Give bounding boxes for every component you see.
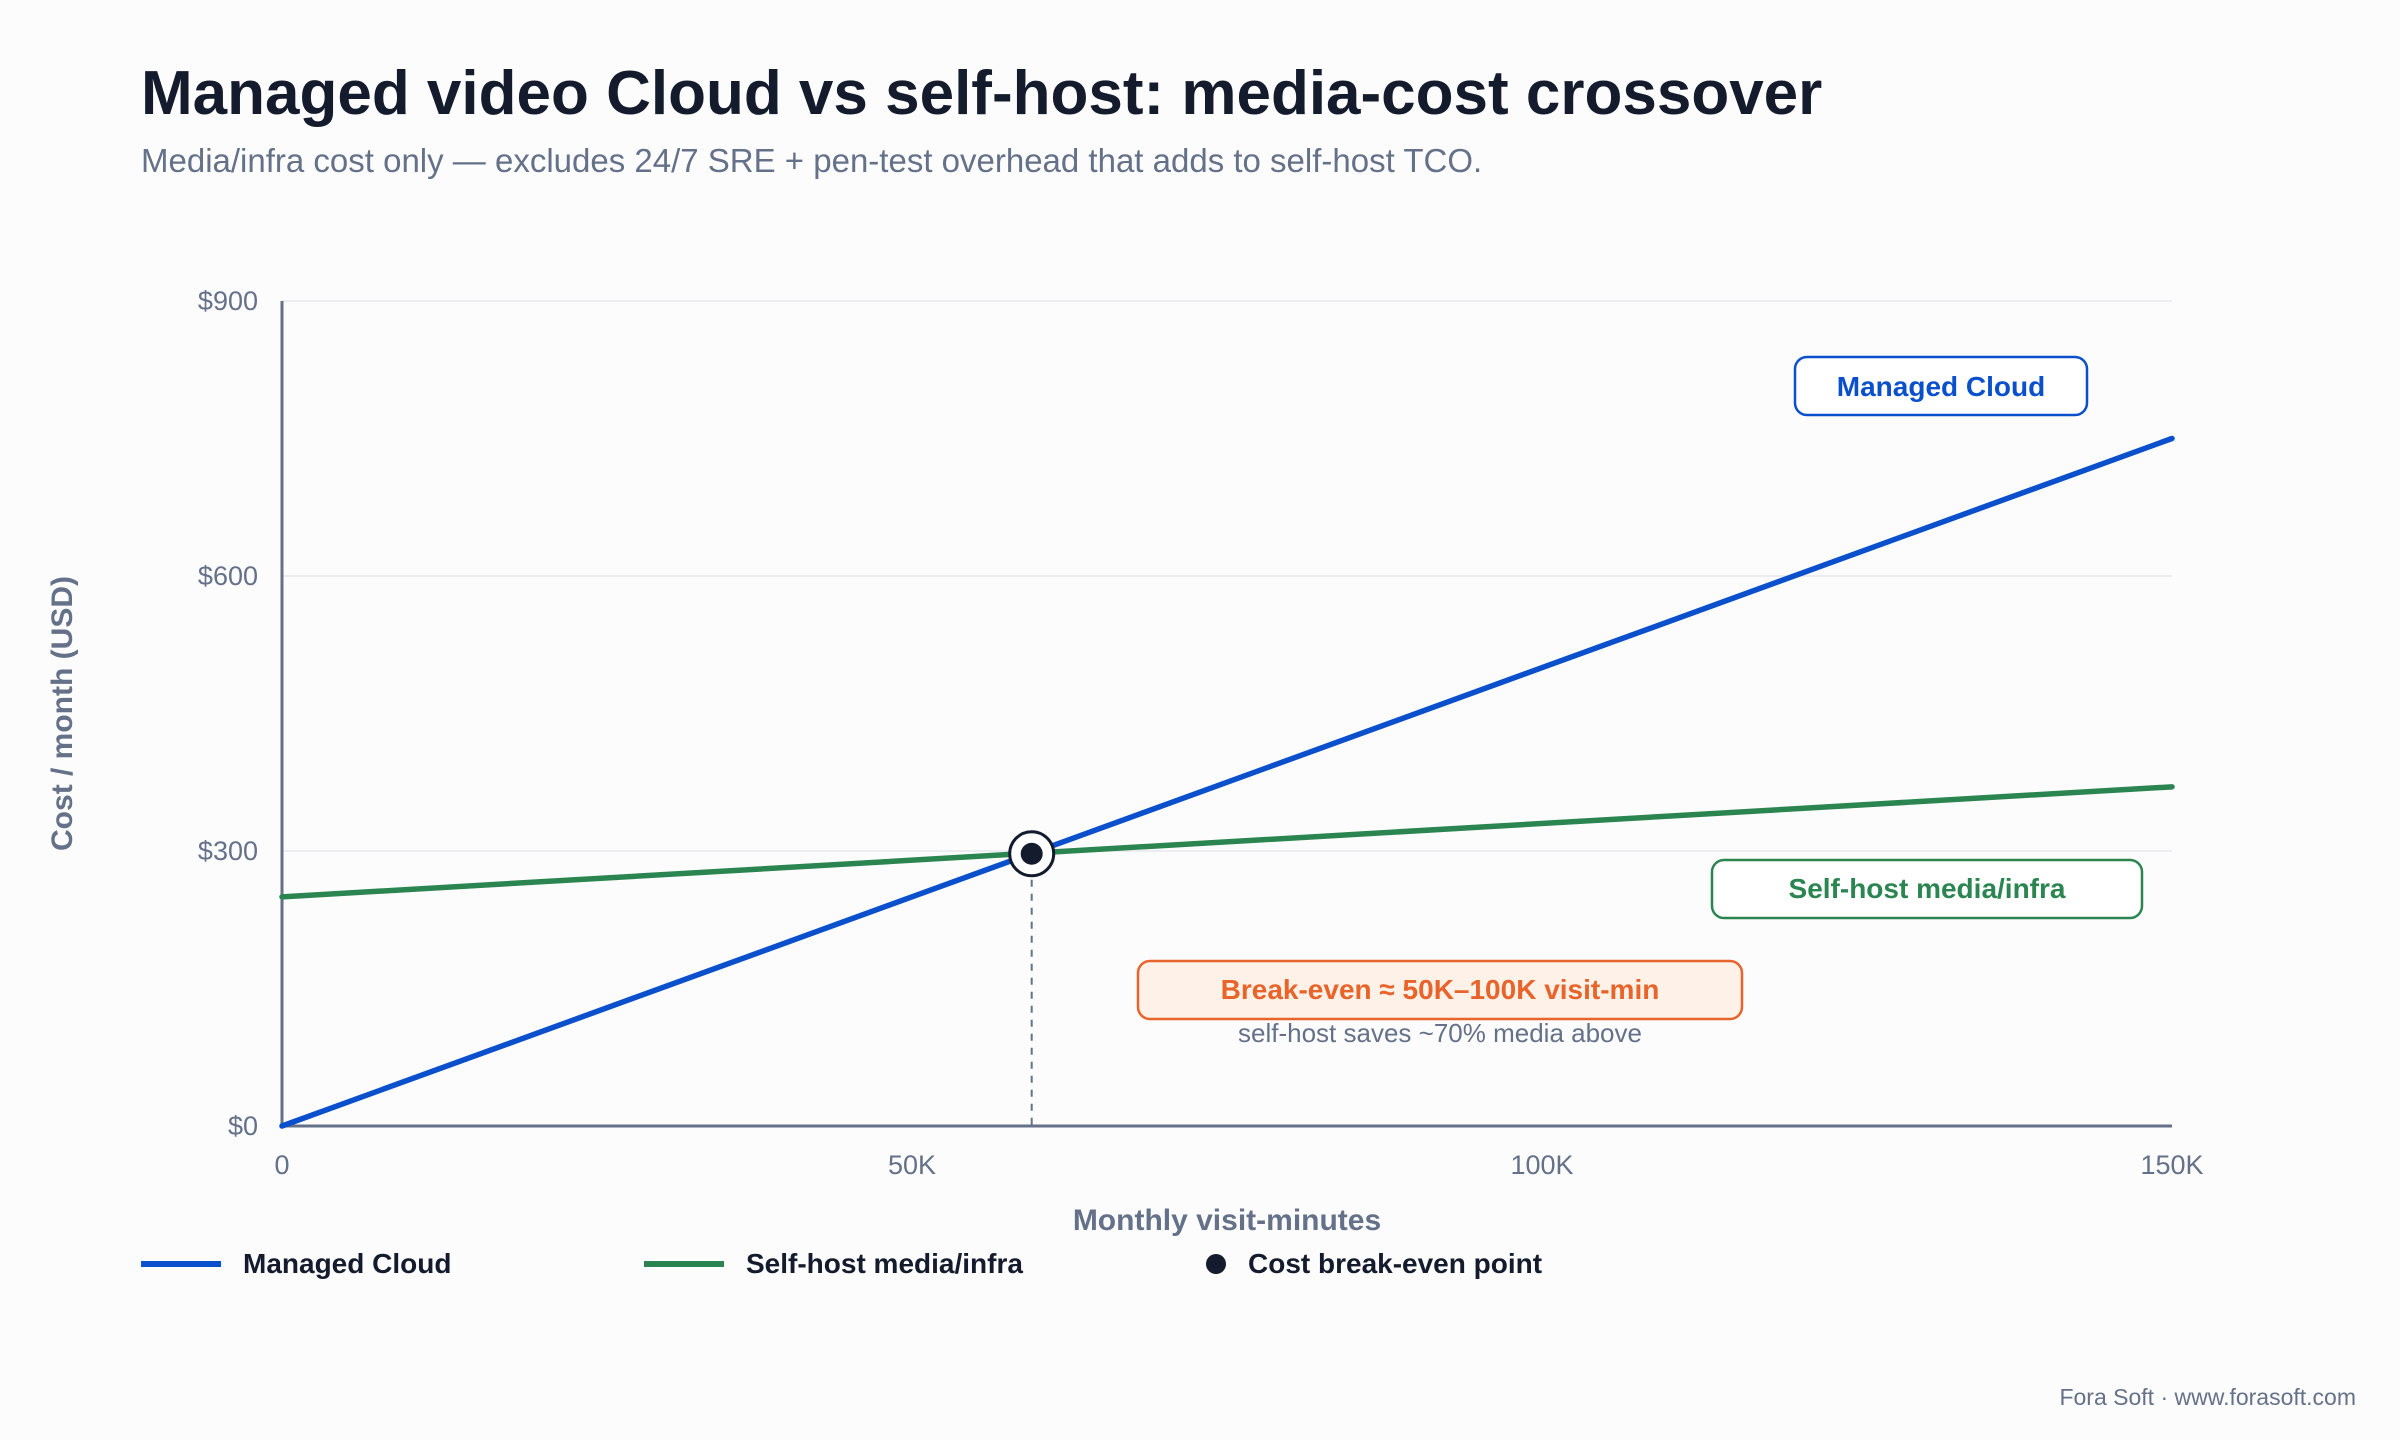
managed-cloud-callout: Managed Cloud — [1793, 355, 2089, 417]
managed-cloud-callout-label: Managed Cloud — [1837, 371, 2045, 402]
legend-item-self-host: Self-host media/infra — [644, 1248, 1206, 1280]
legend-line-self-host — [644, 1261, 724, 1267]
legend: Managed Cloud Self-host media/infra Cost… — [141, 1248, 1542, 1280]
x-tick-label: 50K — [888, 1150, 936, 1180]
y-axis-label: Cost / month (USD) — [46, 576, 79, 851]
y-tick-label: $900 — [198, 286, 258, 316]
legend-line-managed-cloud — [141, 1261, 221, 1267]
series-line-self-host — [279, 784, 2175, 900]
y-tick-label: $300 — [198, 836, 258, 866]
breakeven-callout-label: Break-even ≈ 50K–100K visit-min — [1221, 974, 1660, 1005]
grid-lines — [282, 300, 2172, 852]
y-tick-label: $600 — [198, 561, 258, 591]
legend-label-self-host: Self-host media/infra — [746, 1248, 1023, 1279]
breakeven-note: self-host saves ~70% media above — [1238, 1018, 1642, 1048]
series-line-managed-cloud — [279, 435, 2175, 1129]
legend-item-managed-cloud: Managed Cloud — [141, 1248, 644, 1280]
legend-item-breakeven: Cost break-even point — [1206, 1248, 1542, 1280]
legend-label-breakeven: Cost break-even point — [1248, 1248, 1543, 1279]
footer-credit: Fora Soft · www.forasoft.com — [2059, 1384, 2356, 1410]
page-title: Managed video Cloud vs self-host: media-… — [141, 59, 1823, 128]
page-subtitle: Media/infra cost only — excludes 24/7 SR… — [141, 142, 1483, 179]
self-host-callout-box — [1710, 858, 2144, 920]
legend-label-managed-cloud: Managed Cloud — [243, 1248, 452, 1279]
x-tick-label: 0 — [274, 1150, 289, 1180]
x-tick-label: 100K — [1510, 1150, 1573, 1180]
breakeven-callout: Break-even ≈ 50K–100K visit-min self-hos… — [1136, 959, 1744, 1048]
legend-dot-breakeven — [1206, 1254, 1226, 1274]
x-tick-label: 150K — [2140, 1150, 2203, 1180]
breakeven-point — [1020, 842, 1043, 865]
y-tick-label: $0 — [228, 1111, 258, 1141]
axis-ticks: $0 $300 $600 $900 0 50K 100K 150K — [198, 286, 2204, 1180]
breakeven-callout-box — [1136, 959, 1744, 1021]
managed-cloud-callout-box — [1793, 355, 2089, 417]
self-host-callout-label: Self-host media/infra — [1789, 873, 2066, 904]
x-axis-label: Monthly visit-minutes — [1073, 1204, 1381, 1237]
self-host-callout: Self-host media/infra — [1710, 858, 2144, 920]
